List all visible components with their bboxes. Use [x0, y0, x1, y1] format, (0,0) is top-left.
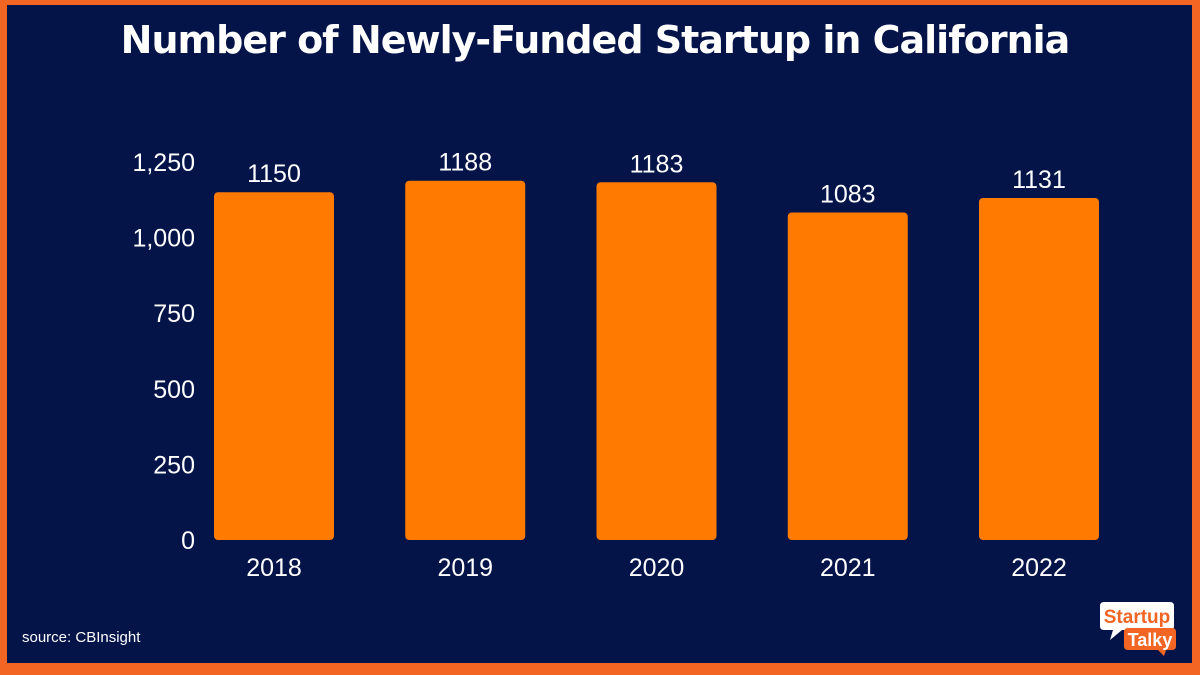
- data-label: 1188: [438, 149, 492, 177]
- x-tick-label: 2022: [1011, 554, 1067, 582]
- chart-title: Number of Newly-Funded Startup in Califo…: [120, 18, 1071, 62]
- x-tick-label: 2020: [629, 554, 685, 582]
- y-tick-label: 250: [153, 451, 195, 479]
- startuptalky-logo: Startup Talky: [1100, 602, 1176, 656]
- data-label: 1083: [820, 181, 876, 209]
- logo-text-talky: Talky: [1128, 630, 1173, 650]
- y-tick-label: 1,250: [132, 149, 195, 177]
- data-label: 1150: [247, 160, 301, 188]
- bar-2019: [405, 180, 526, 541]
- logo-text-startup: Startup: [1104, 607, 1171, 628]
- bar-2021: [787, 212, 908, 540]
- source-note: source: CBInsight: [22, 629, 141, 646]
- y-tick-label: 0: [181, 527, 195, 555]
- y-tick-label: 500: [153, 376, 195, 404]
- data-label: 1183: [630, 150, 684, 178]
- bar-2022: [979, 197, 1099, 540]
- y-tick-label: 750: [153, 300, 195, 328]
- x-tick-label: 2021: [820, 554, 876, 582]
- data-label: 1131: [1012, 166, 1066, 194]
- x-tick-label: 2018: [246, 554, 302, 582]
- x-tick-label: 2019: [437, 554, 493, 582]
- bar-2018: [214, 192, 334, 541]
- bar-2020: [596, 182, 717, 540]
- y-tick-label: 1,000: [132, 225, 195, 253]
